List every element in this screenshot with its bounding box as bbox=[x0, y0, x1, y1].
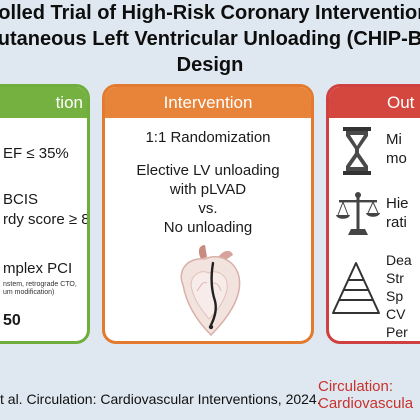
citation: t al. Circulation: Cardiovascular Interv… bbox=[0, 391, 321, 407]
complex-pci-criterion: mplex PCI bbox=[3, 260, 73, 277]
randomization-text: 1:1 Randomization bbox=[145, 129, 271, 146]
title-line-1: rolled Trial of High-Risk Coronary Inter… bbox=[0, 2, 420, 24]
population-header: tion bbox=[0, 87, 87, 118]
arm-1-line-2: with pLVAD bbox=[169, 181, 247, 198]
jeopardy-score-criterion: rdy score ≥ 8 bbox=[3, 211, 90, 228]
outcome-2-line-1: Hie bbox=[386, 195, 409, 212]
journal-line-2: Cardiovascula bbox=[318, 395, 414, 412]
bcis-criterion: BCIS bbox=[3, 191, 39, 208]
outcome-3-item-cv: CV bbox=[386, 306, 406, 322]
journal-line-1: Circulation: bbox=[318, 378, 394, 395]
complex-pci-detail-1: nstem, retrograde CTO, bbox=[3, 281, 77, 288]
heart-pump-icon bbox=[180, 245, 241, 337]
journal-logo: Circulation: Cardiovascula bbox=[318, 378, 413, 412]
arm-1-line-1: Elective LV unloading bbox=[136, 162, 280, 179]
intervention-panel: Intervention 1:1 Randomization Elective … bbox=[102, 84, 314, 344]
title-line-3: Design bbox=[176, 54, 244, 76]
outcome-3-item-death: Dea bbox=[386, 252, 412, 268]
population-panel: tion EF ≤ 35% BCIS rdy score ≥ 8 mplex P… bbox=[0, 84, 90, 344]
balance-scale-icon bbox=[336, 192, 380, 235]
hourglass-icon bbox=[343, 127, 371, 175]
outcome-1-line-1: Mi bbox=[386, 131, 402, 148]
sample-size: 50 bbox=[3, 312, 21, 329]
outcome-3-item-3: Sp bbox=[386, 288, 404, 304]
outcome-2-line-2: rati bbox=[386, 214, 407, 231]
intervention-header: Intervention bbox=[105, 87, 311, 118]
complex-pci-detail-2: um modification) bbox=[3, 289, 55, 296]
title-line-2: utaneous Left Ventricular Unloading (CHI… bbox=[0, 28, 420, 50]
outcomes-panel: Out Mi mo Hie rati bbox=[326, 84, 420, 344]
ef-criterion: EF ≤ 35% bbox=[3, 145, 69, 162]
pyramid-icon bbox=[332, 262, 380, 314]
outcome-3-item-stroke: Str bbox=[386, 270, 404, 286]
arm-2-text: No unloading bbox=[163, 219, 253, 236]
outcome-3-item-per: Per bbox=[386, 324, 408, 340]
outcome-1-line-2: mo bbox=[386, 150, 407, 167]
vs-text: vs. bbox=[198, 200, 218, 217]
outcomes-header: Out bbox=[329, 87, 420, 118]
